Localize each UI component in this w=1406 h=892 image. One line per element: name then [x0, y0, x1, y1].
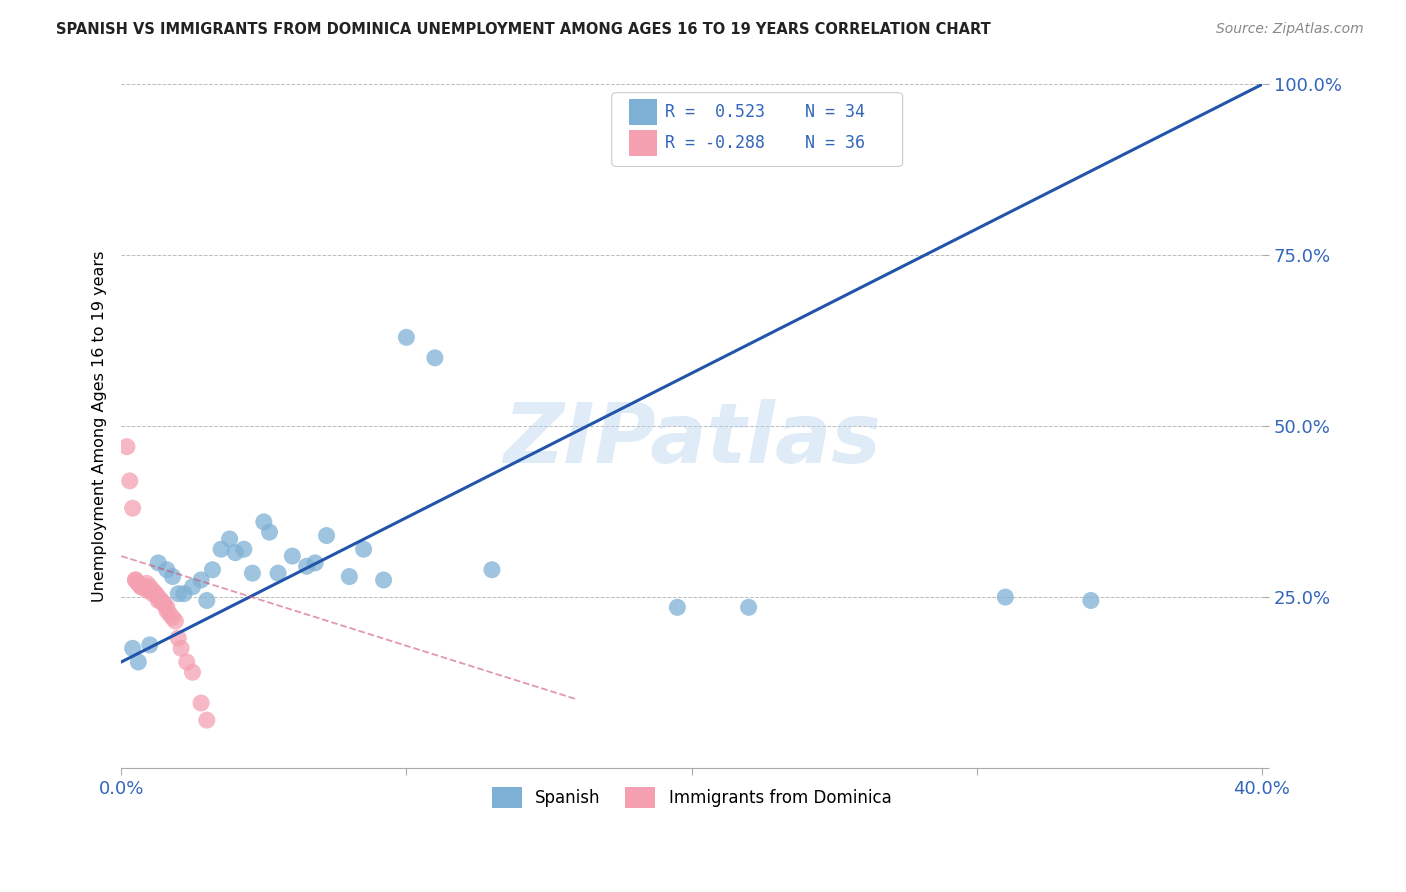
Point [170, 641, 193, 656]
Point [135, 576, 157, 591]
Point [138, 638, 160, 652]
Point [481, 563, 503, 577]
Point [115, 440, 138, 454]
Point [176, 655, 198, 669]
Point [153, 597, 176, 611]
Point [150, 593, 173, 607]
Point [129, 580, 152, 594]
Point [127, 655, 149, 669]
Point [121, 501, 143, 516]
Point [304, 556, 326, 570]
Point [162, 610, 184, 624]
Point [666, 600, 689, 615]
FancyBboxPatch shape [612, 93, 903, 167]
Point [121, 641, 143, 656]
Point [353, 542, 375, 557]
Point [181, 665, 204, 680]
Point [181, 580, 204, 594]
Text: ZIPatlas: ZIPatlas [503, 400, 880, 481]
Y-axis label: Unemployment Among Ages 16 to 19 years: Unemployment Among Ages 16 to 19 years [93, 251, 107, 602]
Text: SPANISH VS IMMIGRANTS FROM DOMINICA UNEMPLOYMENT AMONG AGES 16 TO 19 YEARS CORRE: SPANISH VS IMMIGRANTS FROM DOMINICA UNEM… [56, 22, 991, 37]
Point [253, 515, 276, 529]
Text: Source: ZipAtlas.com: Source: ZipAtlas.com [1216, 22, 1364, 37]
Point [267, 566, 290, 581]
Point [195, 593, 218, 607]
Point [167, 587, 190, 601]
Point [281, 549, 304, 563]
Point [190, 573, 212, 587]
Point [156, 600, 179, 615]
Point [224, 546, 246, 560]
Point [994, 590, 1017, 604]
Point [132, 580, 155, 594]
Point [142, 587, 165, 601]
Point [315, 528, 337, 542]
FancyBboxPatch shape [628, 100, 658, 126]
Point [165, 614, 187, 628]
Point [201, 563, 224, 577]
Point [423, 351, 446, 365]
Point [148, 590, 170, 604]
Text: R =  0.523: R = 0.523 [665, 103, 765, 121]
Point [148, 593, 170, 607]
Point [195, 713, 218, 727]
Text: R = -0.288: R = -0.288 [665, 134, 765, 153]
Point [138, 583, 160, 598]
FancyBboxPatch shape [628, 130, 658, 156]
Point [124, 573, 146, 587]
Point [145, 587, 167, 601]
Point [232, 542, 254, 557]
Point [153, 597, 176, 611]
Point [135, 583, 157, 598]
Point [145, 587, 167, 601]
Point [218, 532, 240, 546]
Point [173, 587, 195, 601]
Legend: Spanish, Immigrants from Dominica: Spanish, Immigrants from Dominica [485, 780, 898, 814]
Point [127, 576, 149, 591]
Point [118, 474, 141, 488]
Point [737, 600, 759, 615]
Point [395, 330, 418, 344]
Point [337, 569, 360, 583]
Point [190, 696, 212, 710]
Point [132, 580, 155, 594]
Point [159, 607, 181, 622]
Point [167, 631, 190, 645]
Text: N = 36: N = 36 [804, 134, 865, 153]
Point [373, 573, 395, 587]
Point [150, 593, 173, 607]
Point [209, 542, 232, 557]
Point [142, 583, 165, 598]
Point [156, 563, 179, 577]
Text: N = 34: N = 34 [804, 103, 865, 121]
Point [156, 604, 179, 618]
Point [1080, 593, 1102, 607]
Point [138, 580, 160, 594]
Point [242, 566, 264, 581]
Point [162, 569, 184, 583]
Point [295, 559, 318, 574]
Point [148, 556, 170, 570]
Point [127, 576, 149, 591]
Point [124, 573, 146, 587]
Point [129, 580, 152, 594]
Point [259, 525, 281, 540]
